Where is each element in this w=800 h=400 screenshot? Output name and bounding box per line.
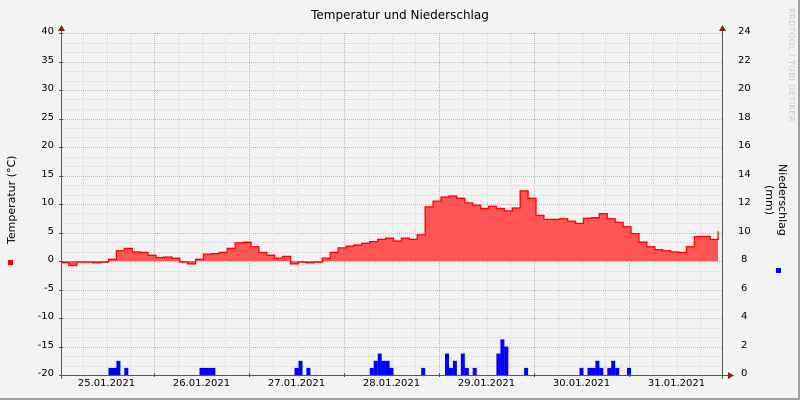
precipitation-bar <box>524 367 529 375</box>
y-tick-label-left: -15 <box>37 339 54 351</box>
y-tick-label-left: 40 <box>41 26 54 37</box>
x-tick-label: 27.01.2021 <box>267 378 326 389</box>
y-tick-label-right: 8 <box>741 254 748 265</box>
precipitation-bar <box>199 367 204 375</box>
precipitation-bar <box>627 367 631 375</box>
y-tick-label-left: -5 <box>44 282 54 294</box>
precipitation-bar <box>207 367 212 375</box>
legend-temperature-swatch <box>8 260 13 265</box>
x-tick-label: 28.01.2021 <box>362 378 421 389</box>
precipitation-bar <box>448 367 453 375</box>
y-tick-label-left: 25 <box>41 111 54 123</box>
precipitation-bar <box>421 367 426 375</box>
x-tick-label: 25.01.2021 <box>77 378 136 389</box>
temperature-line <box>61 190 719 267</box>
precipitation-bar <box>203 367 208 375</box>
y-tick-label-left: 35 <box>41 54 54 66</box>
precipitation-bar <box>445 353 449 375</box>
y-tick-label-left: 5 <box>47 225 54 237</box>
precipitation-bar <box>211 367 216 375</box>
y-tick-label-right: 2 <box>741 339 748 351</box>
precipitation-bar <box>607 367 612 375</box>
precipitation-bar <box>112 367 117 375</box>
precipitation-bar <box>298 360 303 376</box>
precipitation-bar <box>124 367 129 375</box>
y-axis-arrow-left <box>58 25 65 31</box>
x-tick-label: 30.01.2021 <box>552 378 611 389</box>
y-tick-label-right: 6 <box>741 282 748 294</box>
precipitation-bar <box>496 353 501 375</box>
legend-precipitation-swatch <box>776 268 781 273</box>
y-tick-label-right: 16 <box>738 140 751 151</box>
precipitation-bar <box>611 360 616 376</box>
y-tick-label-left: 15 <box>41 168 54 180</box>
chart-title: Temperatur und Niederschlag <box>311 8 489 22</box>
precipitation-bar <box>579 367 584 375</box>
precipitation-bar <box>389 367 394 375</box>
precipitation-bar <box>377 353 382 375</box>
precipitation-bar <box>381 360 386 376</box>
precipitation-bar <box>500 339 505 375</box>
precipitation-bar <box>587 367 592 375</box>
precipitation-bar <box>369 367 374 375</box>
y-tick-label-left: 20 <box>41 140 54 151</box>
x-tick-label: 29.01.2021 <box>457 378 516 389</box>
precipitation-bar <box>591 367 596 375</box>
precipitation-bar <box>595 360 600 376</box>
x-tick-label: 26.01.2021 <box>172 378 231 389</box>
precipitation-bar <box>599 367 604 375</box>
precipitation-bar <box>615 367 620 375</box>
y-tick-label-right: 12 <box>738 197 751 208</box>
y-tick-label-left: -10 <box>37 311 54 322</box>
watermark: RRDTOOL / TOBI OETIKER <box>787 8 796 123</box>
precipitation-bar <box>294 367 299 375</box>
y-tick-label-right: 18 <box>738 111 751 123</box>
y-tick-label-left: 30 <box>41 83 54 94</box>
precipitation-bar <box>452 360 457 376</box>
y-tick-label-right: 4 <box>741 311 748 322</box>
temperature-area <box>61 190 719 266</box>
y-tick-label-right: 0 <box>741 368 748 379</box>
precipitation-bar <box>472 367 477 375</box>
y-tick-label-right: 20 <box>738 83 751 94</box>
y-tick-label-left: 0 <box>47 254 54 265</box>
y-tick-label-right: 14 <box>738 168 751 180</box>
precipitation-bar <box>464 367 469 375</box>
y-tick-label-right: 22 <box>738 54 751 66</box>
x-tick-label: 31.01.2021 <box>647 378 706 389</box>
y-tick-label-right: 10 <box>738 225 751 237</box>
precipitation-bar <box>306 367 311 375</box>
y-tick-label-left: -20 <box>37 368 54 379</box>
y-tick-label-left: 10 <box>41 197 54 208</box>
y-axis-label-right: Niederschlag (mm) <box>763 164 789 236</box>
x-axis-arrow <box>728 372 734 379</box>
precipitation-bar <box>373 360 378 376</box>
y-axis-arrow-right <box>719 25 726 31</box>
precipitation-bar <box>108 367 113 375</box>
precipitation-bar <box>504 346 509 375</box>
precipitation-bar <box>385 360 390 376</box>
precipitation-bar <box>116 360 121 376</box>
y-tick-label-right: 24 <box>738 26 751 37</box>
precipitation-bar <box>460 353 465 375</box>
